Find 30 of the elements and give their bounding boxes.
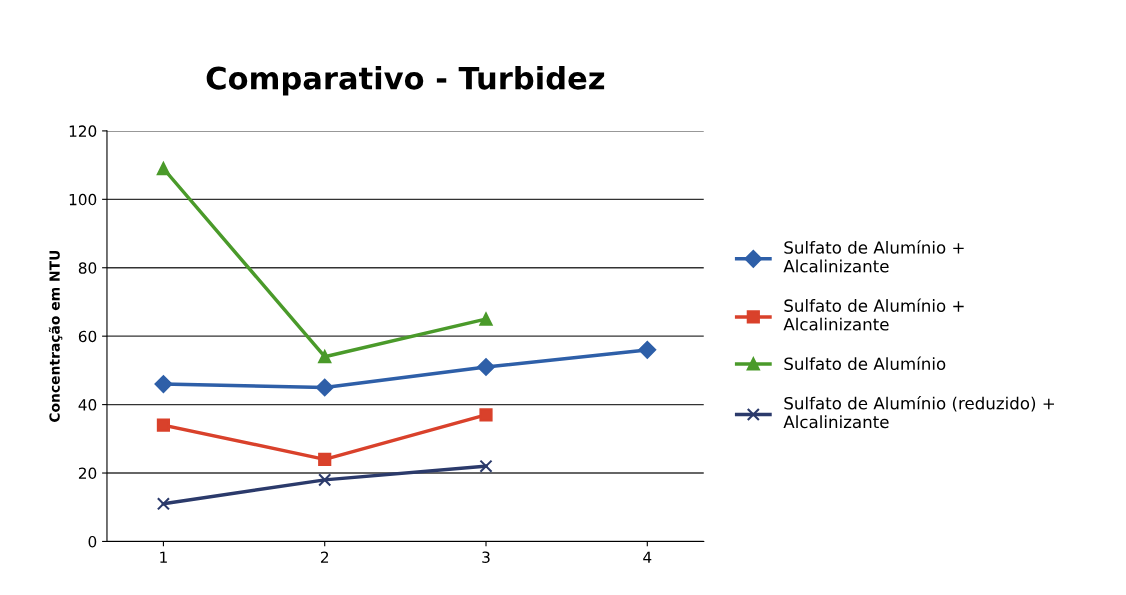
y-tick-label: 40 xyxy=(78,399,97,411)
point xyxy=(315,378,334,397)
point xyxy=(479,312,493,326)
y-tick-label: 0 xyxy=(88,535,97,548)
x-tick-label: 3 xyxy=(482,551,490,563)
y-tick-label: 80 xyxy=(78,262,97,274)
legend-label: Sulfato de Alumínio + Alcalinizante xyxy=(783,240,964,273)
y-tick-label: 100 xyxy=(69,193,97,206)
point xyxy=(479,459,493,473)
y-tick-label: 60 xyxy=(78,330,97,343)
point xyxy=(638,340,657,359)
y-tick-label: 20 xyxy=(78,467,97,480)
point xyxy=(156,418,171,432)
x-tick-label: 1 xyxy=(160,551,167,563)
point xyxy=(318,452,332,466)
legend-label: Sulfato de Alumínio (reduzido) + Alcalinizante xyxy=(783,395,1055,429)
point xyxy=(156,497,171,511)
point xyxy=(156,161,171,176)
point xyxy=(479,408,493,422)
x-tick-label: 2 xyxy=(320,551,329,563)
y-axis-title: Concentração em NTU xyxy=(48,250,63,423)
x-tick-label: 4 xyxy=(643,551,652,563)
chart-title: Comparativo - Turbidez xyxy=(206,66,605,96)
point xyxy=(477,358,495,376)
point xyxy=(318,473,332,487)
y-tick-label: 120 xyxy=(69,125,97,137)
legend-label: Sulfato de Alumínio + Alcalinizante xyxy=(783,298,964,331)
legend-label: Sulfato de Alumínio xyxy=(784,356,946,371)
point xyxy=(318,350,332,364)
point xyxy=(154,375,173,393)
